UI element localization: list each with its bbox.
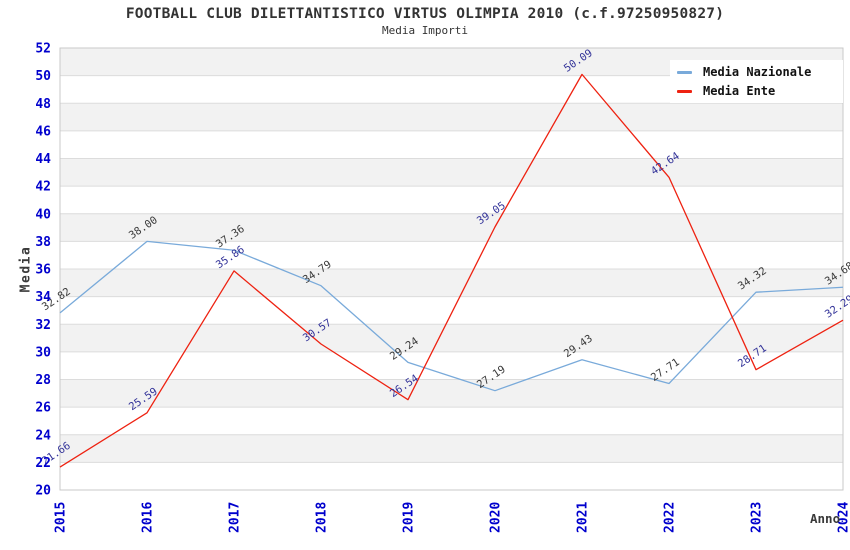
x-axis-tick-label: 2019 xyxy=(402,502,417,533)
x-axis-tick-label: 2016 xyxy=(141,502,156,533)
x-axis-title: Anno xyxy=(810,511,841,526)
y-axis-tick-label: 32 xyxy=(35,318,51,333)
y-axis-tick-label: 34 xyxy=(35,290,51,305)
y-axis-tick-label: 48 xyxy=(35,97,51,112)
y-axis-tick-label: 40 xyxy=(35,207,51,222)
y-axis-title: Media xyxy=(18,245,34,293)
x-axis-tick-label: 2017 xyxy=(228,502,243,533)
x-axis-tick-label: 2015 xyxy=(54,502,69,533)
plot-band xyxy=(60,269,843,297)
plot-border xyxy=(59,47,844,491)
legend-swatch-media-nazionale-icon xyxy=(677,70,692,74)
plot-band xyxy=(60,186,843,214)
plot-band xyxy=(60,213,843,242)
plot-band xyxy=(60,158,843,187)
x-axis-tick-label: 2024 xyxy=(837,502,850,533)
y-axis-tick-label: 52 xyxy=(35,42,51,57)
x-axis-tick-label: 2020 xyxy=(489,502,504,533)
y-axis-tick-label: 44 xyxy=(35,152,51,167)
plot-band xyxy=(60,296,843,325)
x-axis-tick-label: 2022 xyxy=(663,502,678,533)
y-axis-tick-label: 36 xyxy=(35,263,51,278)
x-axis-tick-label: 2018 xyxy=(315,502,330,533)
y-axis-tick-label: 24 xyxy=(35,428,51,443)
series-line-media-nazionale xyxy=(59,240,844,392)
legend-item-media-nazionale: Media Nazionale xyxy=(670,65,843,79)
plot-band xyxy=(60,130,843,159)
y-axis-tick-label: 42 xyxy=(35,180,51,195)
y-axis-tick-label: 38 xyxy=(35,235,51,250)
series-line-media-ente xyxy=(59,73,844,468)
y-axis-tick-label: 22 xyxy=(35,456,51,471)
plot-band xyxy=(60,103,843,131)
plot-band xyxy=(60,351,843,380)
x-axis-tick-label: 2021 xyxy=(576,502,591,533)
chart-legend: Media Nazionale Media Ente xyxy=(670,60,843,103)
chart-subtitle: Media Importi xyxy=(381,24,469,37)
plot-band xyxy=(60,324,843,352)
legend-label: Media Ente xyxy=(703,84,776,98)
plot-band xyxy=(60,379,843,408)
y-axis-tick-label: 28 xyxy=(35,373,51,388)
plot-band xyxy=(60,462,843,491)
y-axis-tick-label: 20 xyxy=(35,484,51,499)
chart-title: FOOTBALL CLUB DILETTANTISTICO VIRTUS OLI… xyxy=(125,6,725,22)
y-axis-tick-label: 46 xyxy=(35,124,51,139)
legend-item-media-ente: Media Ente xyxy=(670,84,843,98)
x-axis-tick-label: 2023 xyxy=(750,502,765,533)
y-axis-tick-label: 26 xyxy=(35,401,51,416)
plot-band xyxy=(60,241,843,270)
legend-swatch-media-ente-icon xyxy=(677,89,692,93)
y-axis-tick-label: 30 xyxy=(35,345,51,360)
y-axis-tick-label: 50 xyxy=(35,69,51,84)
plot-band xyxy=(60,434,843,463)
legend-label: Media Nazionale xyxy=(703,65,812,79)
plot-band xyxy=(60,407,843,435)
